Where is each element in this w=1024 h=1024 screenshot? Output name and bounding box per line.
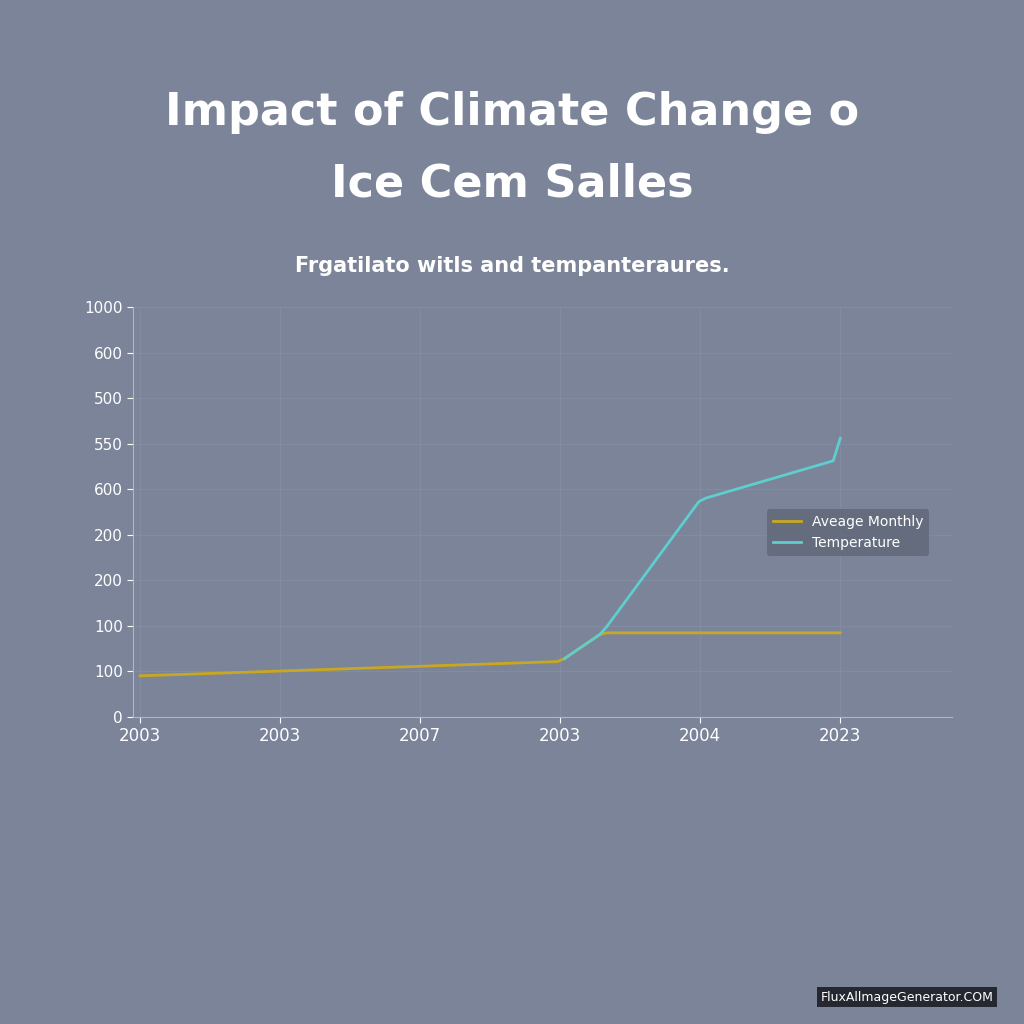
- Text: Impact of Climate Change o: Impact of Climate Change o: [165, 91, 859, 134]
- Text: FluxAllmageGenerator.COM: FluxAllmageGenerator.COM: [820, 990, 993, 1004]
- Text: Ice Cem Salles: Ice Cem Salles: [331, 163, 693, 206]
- Legend: Aveage Monthly, Temperature: Aveage Monthly, Temperature: [768, 510, 929, 555]
- Text: Frgatilato witls and tempanteraures.: Frgatilato witls and tempanteraures.: [295, 256, 729, 276]
